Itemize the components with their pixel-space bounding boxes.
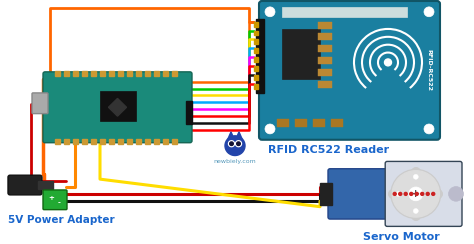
Bar [254, 75, 258, 80]
FancyBboxPatch shape [8, 175, 42, 195]
FancyBboxPatch shape [328, 169, 394, 219]
Bar [318, 57, 332, 64]
Bar [73, 71, 78, 76]
Bar [282, 29, 320, 79]
Circle shape [432, 193, 435, 195]
Polygon shape [228, 132, 234, 139]
Bar [38, 181, 53, 189]
Circle shape [410, 193, 413, 195]
Bar [73, 139, 78, 144]
Text: -: - [57, 200, 61, 206]
Circle shape [421, 193, 424, 195]
Bar [282, 7, 407, 17]
Bar [91, 139, 96, 144]
FancyBboxPatch shape [385, 162, 462, 226]
Circle shape [236, 141, 241, 147]
Bar [318, 22, 332, 29]
Bar [118, 71, 123, 76]
Circle shape [265, 124, 275, 134]
Bar [109, 139, 114, 144]
FancyBboxPatch shape [259, 1, 440, 140]
Bar [256, 19, 264, 92]
Bar [82, 71, 87, 76]
Bar [91, 71, 96, 76]
Bar [136, 71, 141, 76]
Bar [254, 30, 258, 35]
Text: Servo Motor: Servo Motor [363, 232, 440, 242]
Circle shape [391, 170, 441, 218]
Bar [318, 81, 332, 88]
Circle shape [393, 193, 396, 195]
Bar [55, 139, 60, 144]
Circle shape [409, 187, 423, 201]
Bar [277, 119, 289, 127]
Bar [127, 71, 132, 76]
Bar [172, 71, 177, 76]
Bar [318, 45, 332, 52]
Circle shape [413, 174, 418, 179]
Bar [82, 139, 87, 144]
Bar [172, 139, 177, 144]
Polygon shape [236, 132, 242, 139]
Bar [100, 91, 137, 121]
Circle shape [392, 171, 439, 217]
Circle shape [424, 7, 434, 17]
Circle shape [237, 142, 240, 145]
Circle shape [415, 193, 418, 195]
Circle shape [424, 124, 434, 134]
Circle shape [413, 209, 418, 214]
Circle shape [404, 193, 407, 195]
Text: 5V Power Adapter: 5V Power Adapter [8, 214, 115, 224]
Circle shape [228, 141, 235, 147]
Circle shape [265, 7, 275, 17]
Bar [136, 139, 141, 144]
Bar [254, 57, 258, 62]
Bar [318, 33, 332, 40]
Text: +: + [48, 195, 54, 201]
Bar [100, 71, 105, 76]
Circle shape [230, 142, 233, 145]
Bar [100, 139, 105, 144]
Circle shape [384, 59, 392, 66]
Bar [320, 183, 332, 205]
Bar [127, 139, 132, 144]
Bar [254, 39, 258, 44]
Bar [295, 119, 307, 127]
Bar [186, 101, 192, 124]
Circle shape [426, 193, 429, 195]
Text: RFID RC522 Reader: RFID RC522 Reader [268, 145, 389, 155]
Circle shape [399, 193, 402, 195]
Polygon shape [109, 98, 127, 116]
Bar [55, 71, 60, 76]
Bar [254, 66, 258, 71]
Circle shape [225, 136, 245, 155]
Bar [118, 139, 123, 144]
FancyBboxPatch shape [32, 93, 48, 114]
Text: +: + [411, 189, 420, 199]
Text: newbiely.com: newbiely.com [214, 159, 256, 164]
Bar [64, 139, 69, 144]
Bar [64, 71, 69, 76]
Bar [154, 71, 159, 76]
FancyBboxPatch shape [43, 72, 192, 143]
Bar [254, 48, 258, 53]
Bar [163, 139, 168, 144]
Bar [318, 69, 332, 76]
Bar [254, 84, 258, 89]
Text: RFID-RC522: RFID-RC522 [427, 49, 431, 91]
Bar [163, 71, 168, 76]
FancyBboxPatch shape [43, 190, 67, 210]
Bar [313, 119, 325, 127]
Circle shape [448, 187, 464, 201]
Bar [145, 139, 150, 144]
Bar [109, 71, 114, 76]
Circle shape [396, 192, 401, 196]
Bar [254, 22, 258, 27]
Bar [154, 139, 159, 144]
Bar [331, 119, 343, 127]
Bar [145, 71, 150, 76]
